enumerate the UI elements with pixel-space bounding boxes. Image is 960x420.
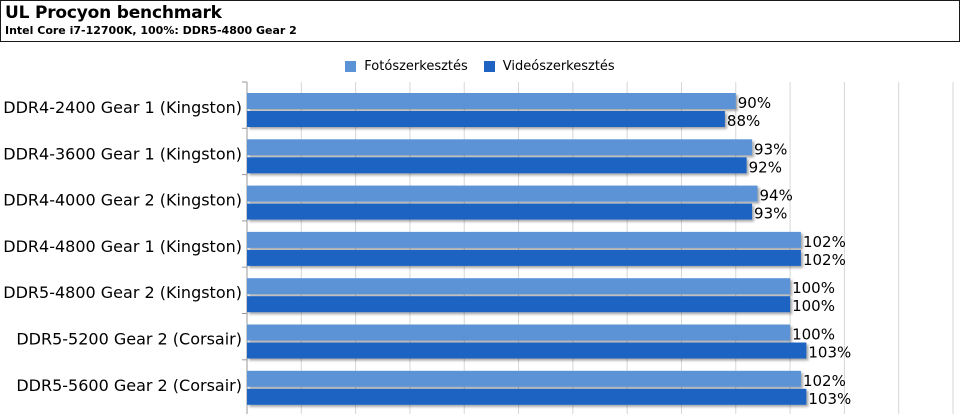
category-label: DDR4-4000 Gear 2 (Kingston) [3,191,242,210]
data-label-video: 92% [749,158,782,176]
bar-video [247,157,747,174]
data-label-photo: 94% [759,187,792,205]
data-label-video: 88% [727,112,760,130]
legend-item-photo: Fotószerkesztés [345,59,468,74]
bar-video [247,111,725,127]
category-label: DDR4-3600 Gear 1 (Kingston) [3,144,242,163]
bar-video [247,203,753,220]
gridlines [242,81,954,414]
chart-subtitle: Intel Core i7-12700K, 100%: DDR5-4800 Ge… [5,24,297,37]
bar-video [247,388,807,405]
bar-photo [247,139,753,156]
chart-header: UL Procyon benchmark Intel Core i7-12700… [0,0,960,42]
data-label-photo: 100% [792,279,835,297]
chart-title: UL Procyon benchmark [5,3,222,23]
data-label-photo: 102% [803,233,846,251]
bar-photo [247,324,791,341]
legend-swatch-video [483,60,495,72]
legend-label-video: Videószerkesztés [502,58,615,74]
bar-photo [247,278,791,295]
category-label: DDR4-4800 Gear 1 (Kingston) [3,237,242,256]
data-label-photo: 100% [792,326,835,344]
category-label: DDR4-2400 Gear 1 (Kingston) [3,98,242,117]
legend-label-photo: Fotószerkesztés [364,58,468,74]
legend-swatch-photo [345,60,357,72]
bar-photo [247,370,801,387]
legend-item-video: Videószerkesztés [483,58,615,74]
data-label-video: 93% [754,205,787,223]
bar-video [247,342,807,359]
data-label-video: 103% [808,390,851,408]
data-label-video: 103% [808,344,851,362]
chart-legend: Fotószerkesztés Videószerkesztés [0,56,960,76]
category-label: DDR5-5600 Gear 2 (Corsair) [16,376,242,395]
bar-video [247,249,801,266]
category-label: DDR5-5200 Gear 2 (Corsair) [16,330,242,349]
labels: DDR4-2400 Gear 1 (Kingston) 90%88% DDR4-36… [3,94,851,408]
bar-photo [247,93,736,109]
data-label-photo: 90% [738,94,771,112]
bar-photo [247,185,758,202]
bar-video [247,296,791,313]
bars [247,93,807,405]
category-label: DDR5-4800 Gear 2 (Kingston) [3,283,242,302]
bar-photo [247,231,801,248]
data-label-video: 102% [803,251,846,269]
data-label-photo: 93% [754,140,787,158]
data-label-video: 100% [792,297,835,315]
data-label-photo: 102% [803,372,846,390]
